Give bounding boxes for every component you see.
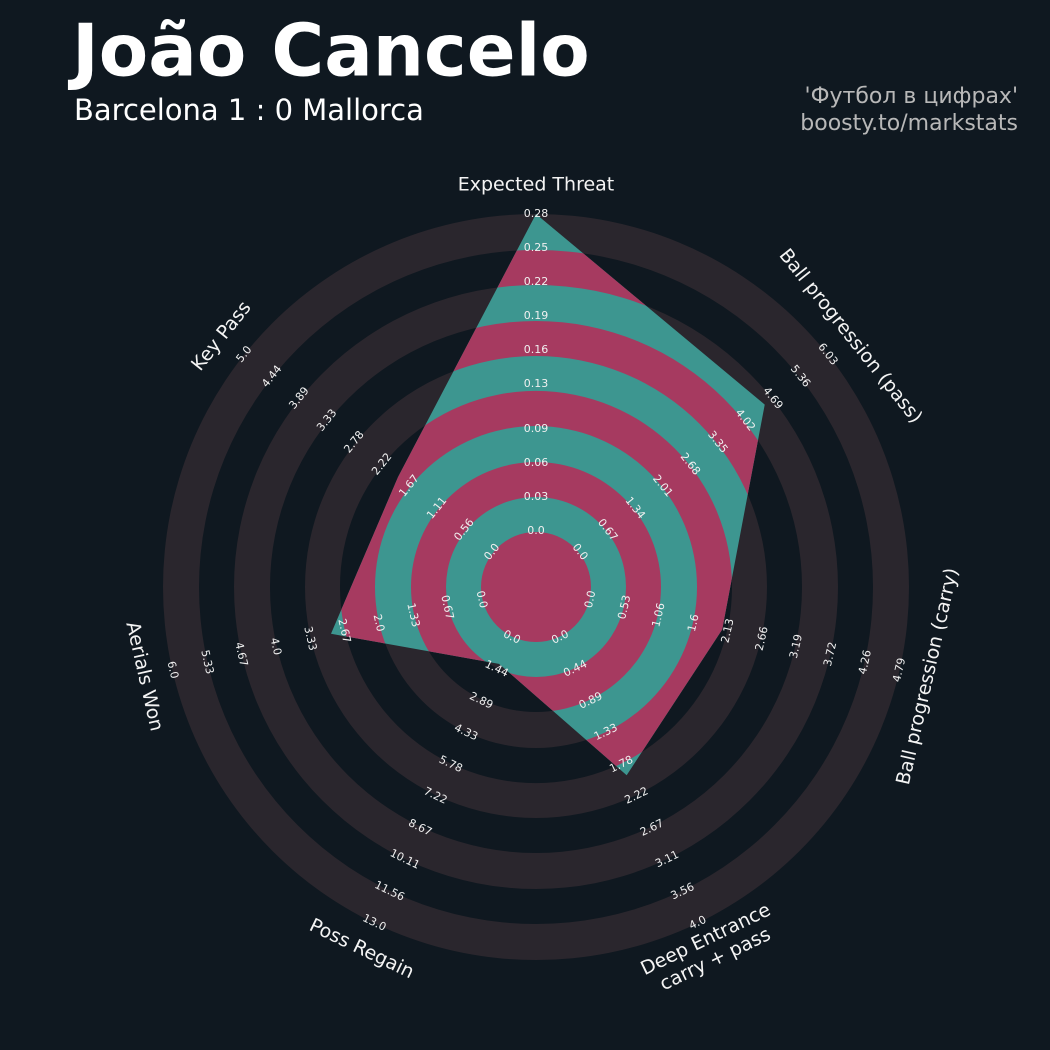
tick-label: 2.66 [753,625,771,652]
tick-label: 0.67 [438,594,456,621]
tick-label: 4.79 [890,656,908,683]
tick-label: 2.13 [718,617,736,644]
credit: boosty.to/markstats [800,111,1018,136]
tick-label: 3.72 [821,641,839,668]
tick-label: 0.53 [615,594,633,621]
chart-subtitle: Barcelona 1 : 0 Mallorca [74,93,424,127]
tick-label: 3.33 [301,625,319,652]
tick-label: 0.28 [524,207,549,220]
radar-band [481,532,591,642]
radar-bands [330,250,765,776]
tick-label: 4.67 [232,641,250,668]
tick-label: 1.06 [649,602,667,629]
tick-label: 0.0 [474,589,491,609]
credit: 'Футбол в цифрах' [805,84,1018,109]
tick-label: 0.13 [524,377,549,390]
tick-label: 0.09 [524,422,549,435]
tick-label: 0.19 [524,309,549,322]
tick-label: 0.0 [527,524,545,537]
tick-label: 1.6 [685,613,702,633]
tick-label: 0.22 [524,275,549,288]
tick-label: 2.0 [371,613,388,633]
tick-label: 6.0 [165,660,182,680]
chart-title: João Cancelo [67,9,590,93]
tick-label: 0.25 [524,241,549,254]
tick-label: 0.03 [524,490,549,503]
tick-label: 0.16 [524,343,549,356]
tick-label: 5.33 [198,649,216,676]
tick-label: 4.26 [856,649,874,676]
tick-label: 4.0 [268,636,285,656]
tick-label: 2.67 [335,617,353,644]
tick-label: 0.06 [524,456,549,469]
axis-label: Expected Threat [458,174,615,196]
tick-label: 1.33 [404,602,422,629]
tick-label: 3.19 [787,633,805,660]
tick-label: 0.0 [582,589,599,609]
